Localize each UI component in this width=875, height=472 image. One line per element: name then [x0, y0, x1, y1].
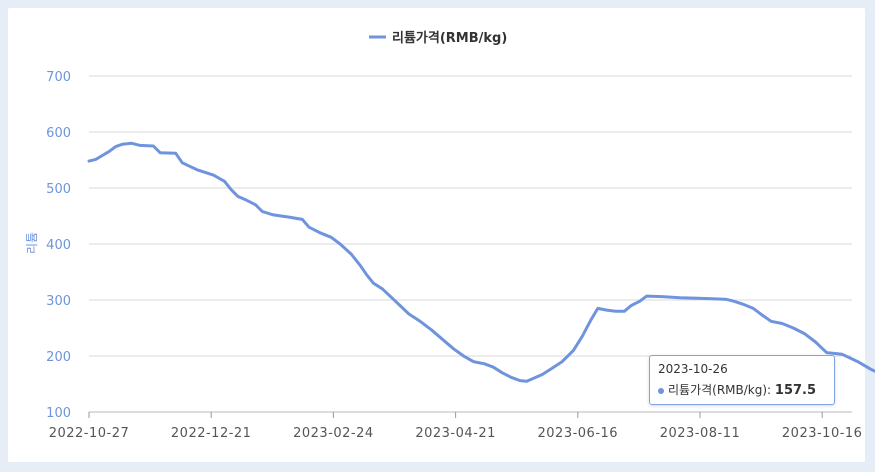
y-tick-label: 400 — [46, 238, 71, 253]
x-tick-label: 2023-04-21 — [415, 426, 496, 441]
legend-label: 리튬가격(RMB/kg) — [392, 30, 507, 46]
tooltip-marker — [658, 387, 664, 394]
legend[interactable]: 리튬가격(RMB/kg) — [369, 30, 507, 46]
x-tick-label: 2022-10-27 — [49, 426, 130, 441]
tooltip-label: 리튬가격(RMB/kg): — [668, 383, 775, 397]
tooltip-date: 2023-10-26 — [658, 362, 728, 376]
x-tick-label: 2022-12-21 — [171, 426, 252, 441]
x-tick-label: 2023-06-16 — [538, 426, 619, 441]
series-line — [87, 141, 875, 383]
x-tick-label: 2023-10-16 — [782, 426, 863, 441]
x-tick-label: 2023-02-24 — [293, 426, 374, 441]
y-tick-label: 500 — [46, 182, 71, 197]
grid-lines — [89, 75, 852, 413]
y-axis-ticks: 100 200 300 400 500 600 700 — [46, 70, 71, 421]
tooltip-value: 157.5 — [774, 383, 817, 398]
series-layer — [87, 141, 875, 383]
y-tick-label: 100 — [46, 406, 71, 421]
tooltip-row: 리튬가격(RMB/kg): 157.5 — [658, 381, 816, 398]
x-tick-label: 2023-08-11 — [660, 426, 741, 441]
y-axis-label: 리튬 — [25, 232, 39, 254]
tooltip: 2023-10-26 리튬가격(RMB/kg): 157.5 — [649, 355, 835, 405]
y-tick-label: 700 — [46, 70, 71, 85]
x-axis-ticks: 2022-10-27 2022-12-21 2023-02-24 2023-04-21… — [49, 412, 863, 441]
y-tick-label: 600 — [46, 126, 71, 141]
y-tick-label: 300 — [46, 294, 71, 309]
y-tick-label: 200 — [46, 350, 71, 365]
